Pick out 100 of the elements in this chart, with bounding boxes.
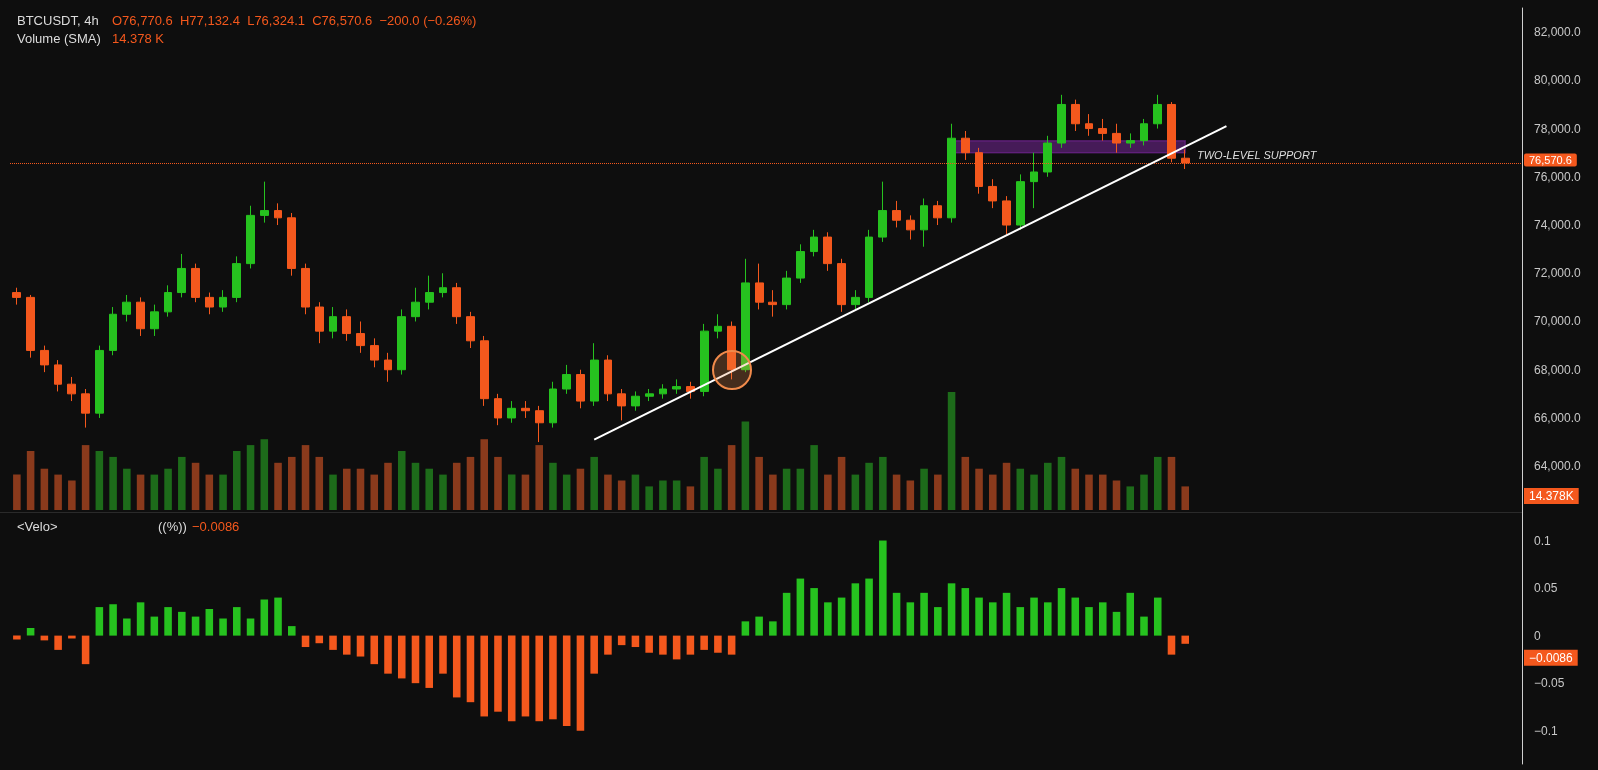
- candlestick: [397, 308, 406, 376]
- candlestick: [1043, 135, 1052, 178]
- bar: [1098, 602, 1107, 636]
- bar: [672, 480, 681, 510]
- bar: [329, 474, 337, 510]
- bar: [576, 468, 585, 510]
- bar: [947, 392, 956, 510]
- text: −0.0086: [1529, 650, 1574, 665]
- bar: [1085, 474, 1093, 510]
- candlestick: [576, 369, 585, 409]
- y-tick-label: 72,000.0: [1534, 266, 1582, 281]
- candlestick: [274, 202, 282, 226]
- bar: [136, 474, 145, 510]
- bar: [507, 474, 516, 510]
- candlestick: [177, 253, 186, 298]
- bar: [1071, 597, 1080, 636]
- bar: [1016, 468, 1025, 510]
- bar: [301, 635, 310, 648]
- bar: [260, 439, 269, 510]
- bar: [906, 602, 915, 636]
- bar: [535, 635, 543, 722]
- bar: [934, 474, 942, 510]
- bar: [631, 474, 640, 510]
- bar: [562, 474, 571, 510]
- bar: [1085, 607, 1093, 636]
- bar: [466, 456, 475, 510]
- bar: [975, 468, 983, 510]
- bar: [205, 474, 214, 510]
- bar: [452, 462, 461, 510]
- bar: [356, 468, 365, 510]
- bar: [384, 462, 392, 510]
- text: 14.378K: [1529, 489, 1574, 503]
- candlestick: [384, 352, 392, 383]
- bar: [824, 602, 832, 636]
- candlestick: [1112, 123, 1121, 154]
- bar: [178, 611, 186, 636]
- bar: [879, 540, 887, 636]
- bar: [824, 474, 832, 510]
- candlestick: [590, 342, 599, 407]
- candlestick: [12, 287, 21, 306]
- candlestick: [246, 205, 255, 269]
- candlestick: [205, 292, 214, 315]
- bar: [150, 616, 159, 636]
- candlestick: [370, 337, 379, 368]
- candlestick: [851, 289, 860, 310]
- bar: [219, 618, 227, 636]
- candlestick: [631, 390, 640, 412]
- bar: [274, 462, 282, 510]
- y-tick-label: 68,000.0: [1534, 362, 1582, 377]
- bar: [370, 635, 379, 665]
- bar: [961, 588, 970, 636]
- candlestick: [480, 335, 489, 407]
- candlestick: [287, 212, 296, 277]
- bar: [549, 635, 557, 720]
- bar: [549, 462, 557, 510]
- bar: [741, 621, 750, 636]
- candlestick: [219, 289, 227, 313]
- bar: [1181, 486, 1190, 510]
- candlestick: [823, 231, 832, 272]
- bar: [1140, 616, 1148, 636]
- bar: [1098, 474, 1107, 510]
- bar: [837, 597, 846, 636]
- candlestick: [150, 304, 159, 337]
- bar: [892, 592, 901, 636]
- bar: [727, 445, 736, 510]
- candlestick: [865, 229, 873, 303]
- bar: [590, 456, 598, 510]
- bar: [274, 597, 282, 636]
- bar: [727, 635, 736, 655]
- bar: [150, 474, 159, 510]
- bar: [810, 445, 818, 510]
- candlestick: [549, 381, 557, 429]
- candlestick: [727, 320, 736, 380]
- bar: [164, 468, 172, 510]
- bar: [507, 635, 516, 722]
- candlestick: [1057, 94, 1066, 149]
- chart-subtitle: O76,770.6 H77,132.4 L76,324.1 C76,570.6 −200.0 (−0.26%): [112, 13, 477, 28]
- candlestick: [95, 345, 104, 419]
- bar: [1153, 456, 1162, 510]
- candlestick: [604, 354, 612, 402]
- bar: [178, 456, 186, 510]
- ref-line-label: 76,570.6: [1529, 154, 1572, 167]
- candlestick: [67, 376, 76, 402]
- candlestick: [700, 323, 709, 397]
- bar: [68, 480, 76, 510]
- bar: [975, 597, 983, 636]
- candlestick: [1030, 152, 1038, 209]
- bar: [700, 456, 708, 510]
- candlestick: [329, 306, 337, 339]
- candlestick: [356, 320, 365, 354]
- chart-title: Volume (SMA): [17, 31, 101, 46]
- candlestick: [411, 287, 420, 322]
- candlestick: [1167, 101, 1176, 163]
- candlestick: [1002, 195, 1011, 236]
- bar: [342, 468, 351, 510]
- candlestick: [755, 263, 764, 310]
- candlestick: [741, 258, 750, 373]
- bar: [535, 445, 543, 510]
- candlestick: [452, 282, 461, 325]
- bar: [40, 468, 49, 510]
